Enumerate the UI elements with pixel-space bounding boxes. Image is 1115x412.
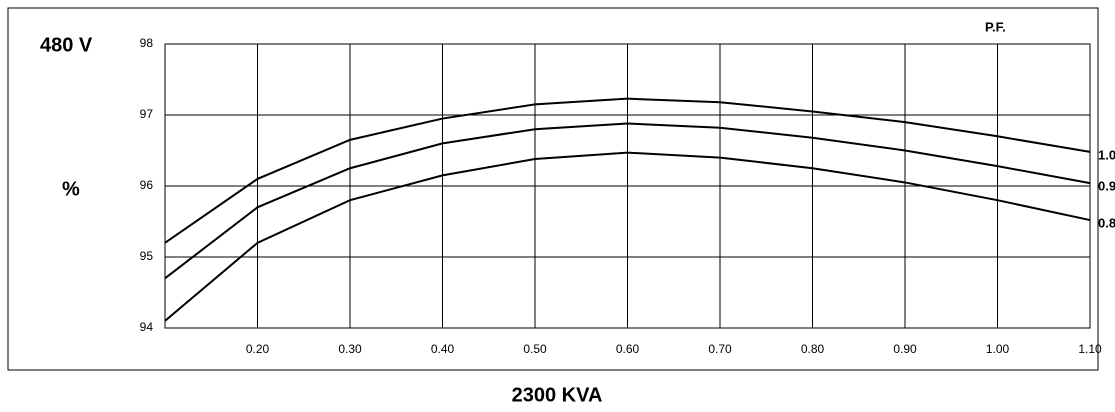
y-tick-label: 94: [140, 320, 154, 334]
x-tick-label: 0.40: [431, 342, 455, 356]
y-tick-label: 98: [140, 36, 154, 50]
y-tick-label: 97: [140, 107, 154, 121]
legend-label: 0.8: [1098, 216, 1115, 231]
x-tick-label: 1.00: [986, 342, 1010, 356]
y-tick-label: 96: [140, 178, 154, 192]
chart-title: 480 V: [40, 34, 93, 56]
line-series: [164, 122, 1091, 280]
line-series: [164, 151, 1091, 322]
x-tick-label: 0.80: [801, 342, 825, 356]
legend-label: 0.9: [1098, 179, 1115, 194]
x-tick-label: 0.50: [523, 342, 547, 356]
legend-title: P.F.: [985, 19, 1006, 34]
x-tick-label: 0.60: [616, 342, 640, 356]
subtitle: 2300 KVA: [512, 384, 603, 406]
y-axis-label: %: [62, 178, 80, 200]
x-tick-label: 0.30: [338, 342, 362, 356]
x-tick-label: 0.90: [893, 342, 917, 356]
x-tick-label: 1.10: [1078, 342, 1102, 356]
line-series: [164, 97, 1091, 244]
x-tick-label: 0.70: [708, 342, 732, 356]
x-tick-label: 0.20: [246, 342, 270, 356]
frame: [7, 7, 1099, 371]
y-tick-label: 95: [140, 249, 154, 263]
legend-label: 1.0: [1098, 147, 1115, 162]
